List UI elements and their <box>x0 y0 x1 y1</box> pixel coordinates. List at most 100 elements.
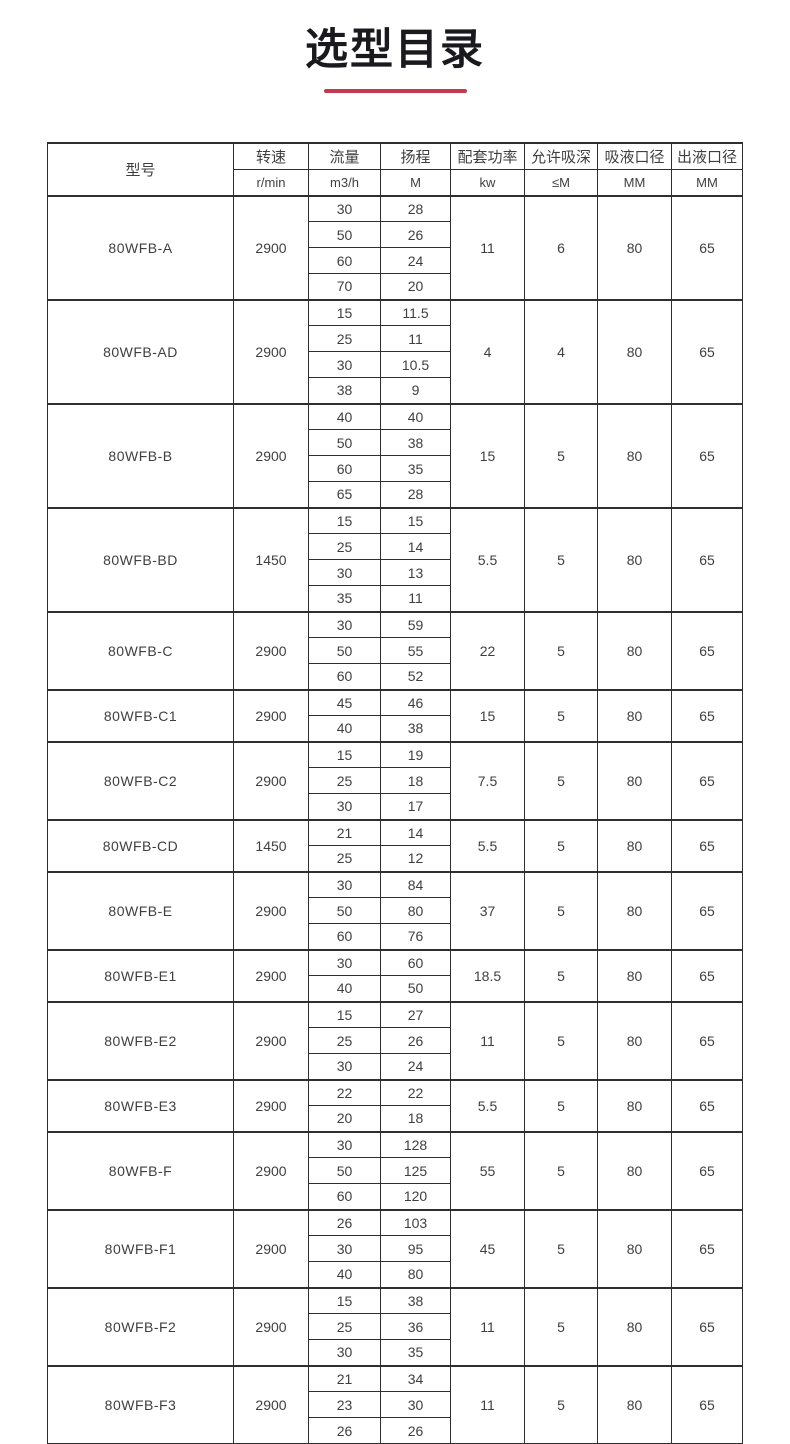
flow-cell: 40 <box>308 402 381 431</box>
model-cell: 80WFB-A <box>47 194 234 301</box>
flow-cell: 21 <box>308 1364 381 1393</box>
head-cell: 24 <box>380 1053 451 1081</box>
flow-cell: 30 <box>308 351 381 379</box>
model-cell: 80WFB-F3 <box>47 1364 234 1444</box>
suction-depth-cell: 5 <box>524 1364 598 1444</box>
outlet-diameter-cell: 65 <box>671 948 743 1003</box>
col-header-head: 扬程 <box>380 141 451 170</box>
inlet-diameter-cell: 80 <box>597 1364 672 1444</box>
table-row: 60 76 <box>48 923 743 951</box>
power-cell: 45 <box>450 1208 525 1289</box>
power-cell: 37 <box>450 870 525 951</box>
page-title: 选型目录 <box>305 26 485 74</box>
head-cell: 76 <box>380 923 451 951</box>
power-cell: 22 <box>450 610 525 691</box>
head-cell: 22 <box>380 1078 451 1107</box>
outlet-diameter-cell: 65 <box>671 1208 743 1289</box>
head-cell: 18 <box>380 1105 451 1133</box>
flow-cell: 50 <box>308 897 381 925</box>
flow-cell: 15 <box>308 1286 381 1315</box>
head-cell: 55 <box>380 637 451 665</box>
flow-cell: 30 <box>308 610 381 639</box>
head-cell: 36 <box>380 1313 451 1341</box>
head-cell: 125 <box>380 1157 451 1185</box>
flow-cell: 25 <box>308 767 381 795</box>
speed-cell: 1450 <box>233 818 309 873</box>
flow-cell: 40 <box>308 1261 381 1289</box>
flow-cell: 50 <box>308 221 381 249</box>
flow-cell: 50 <box>308 1157 381 1185</box>
flow-cell: 60 <box>308 455 381 483</box>
outlet-diameter-cell: 65 <box>671 688 743 743</box>
model-cell: 80WFB-E3 <box>47 1078 234 1133</box>
head-cell: 28 <box>380 481 451 509</box>
head-cell: 12 <box>380 845 451 873</box>
power-cell: 15 <box>450 402 525 509</box>
speed-cell: 2900 <box>233 298 309 405</box>
inlet-diameter-cell: 80 <box>597 948 672 1003</box>
inlet-diameter-cell: 80 <box>597 818 672 873</box>
flow-cell: 50 <box>308 429 381 457</box>
speed-cell: 2900 <box>233 402 309 509</box>
power-cell: 15 <box>450 688 525 743</box>
col-unit-speed: r/min <box>233 168 309 197</box>
head-cell: 17 <box>380 793 451 821</box>
model-cell: 80WFB-F <box>47 1130 234 1211</box>
power-cell: 11 <box>450 1364 525 1444</box>
inlet-diameter-cell: 80 <box>597 1000 672 1081</box>
flow-cell: 20 <box>308 1105 381 1133</box>
flow-cell: 60 <box>308 923 381 951</box>
power-cell: 7.5 <box>450 740 525 821</box>
flow-cell: 23 <box>308 1391 381 1419</box>
suction-depth-cell: 5 <box>524 948 598 1003</box>
model-cell: 80WFB-F2 <box>47 1286 234 1367</box>
outlet-diameter-cell: 65 <box>671 610 743 691</box>
power-cell: 55 <box>450 1130 525 1211</box>
head-cell: 15 <box>380 506 451 535</box>
table-row: 20 18 <box>48 1105 743 1133</box>
table-row: 25 12 <box>48 845 743 873</box>
inlet-diameter-cell: 80 <box>597 870 672 951</box>
outlet-diameter-cell: 65 <box>671 1000 743 1081</box>
power-cell: 11 <box>450 1286 525 1367</box>
flow-cell: 25 <box>308 325 381 353</box>
title-underline <box>323 88 467 93</box>
table-row: 40 38 <box>48 715 743 743</box>
table-body: 80WFB-A 2900 30 28 11 6 80 65 50 26 60 24 70 20 80WFB-… <box>47 194 743 1444</box>
table-row: 25 11 <box>48 325 743 353</box>
power-cell: 5.5 <box>450 1078 525 1133</box>
head-cell: 80 <box>380 1261 451 1289</box>
model-cell: 80WFB-E2 <box>47 1000 234 1081</box>
model-cell: 80WFB-E1 <box>47 948 234 1003</box>
speed-cell: 2900 <box>233 610 309 691</box>
speed-cell: 2900 <box>233 1130 309 1211</box>
head-cell: 18 <box>380 767 451 795</box>
head-cell: 38 <box>380 1286 451 1315</box>
flow-cell: 25 <box>308 533 381 561</box>
col-unit-inlet-diameter: MM <box>597 168 672 197</box>
head-cell: 50 <box>380 975 451 1003</box>
inlet-diameter-cell: 80 <box>597 506 672 613</box>
flow-cell: 15 <box>308 1000 381 1029</box>
table-row: 80WFB-F3 2900 21 34 11 5 80 65 <box>47 1364 743 1444</box>
head-cell: 84 <box>380 870 451 899</box>
flow-cell: 21 <box>308 818 381 847</box>
inlet-diameter-cell: 80 <box>597 740 672 821</box>
flow-cell: 60 <box>308 247 381 275</box>
head-cell: 11.5 <box>380 298 451 327</box>
head-cell: 38 <box>380 429 451 457</box>
speed-cell: 2900 <box>233 1286 309 1367</box>
table-row: 40 50 <box>48 975 743 1003</box>
suction-depth-cell: 5 <box>524 506 598 613</box>
inlet-diameter-cell: 80 <box>597 1286 672 1367</box>
table-row: 25 26 <box>48 1027 743 1055</box>
head-cell: 34 <box>380 1364 451 1393</box>
table-row: 80WFB-AD 2900 15 11.5 4 4 80 65 <box>47 298 743 405</box>
table-row: 30 35 <box>48 1339 743 1367</box>
col-unit-power: kw <box>450 168 525 197</box>
speed-cell: 2900 <box>233 948 309 1003</box>
inlet-diameter-cell: 80 <box>597 194 672 301</box>
model-cell: 80WFB-AD <box>47 298 234 405</box>
